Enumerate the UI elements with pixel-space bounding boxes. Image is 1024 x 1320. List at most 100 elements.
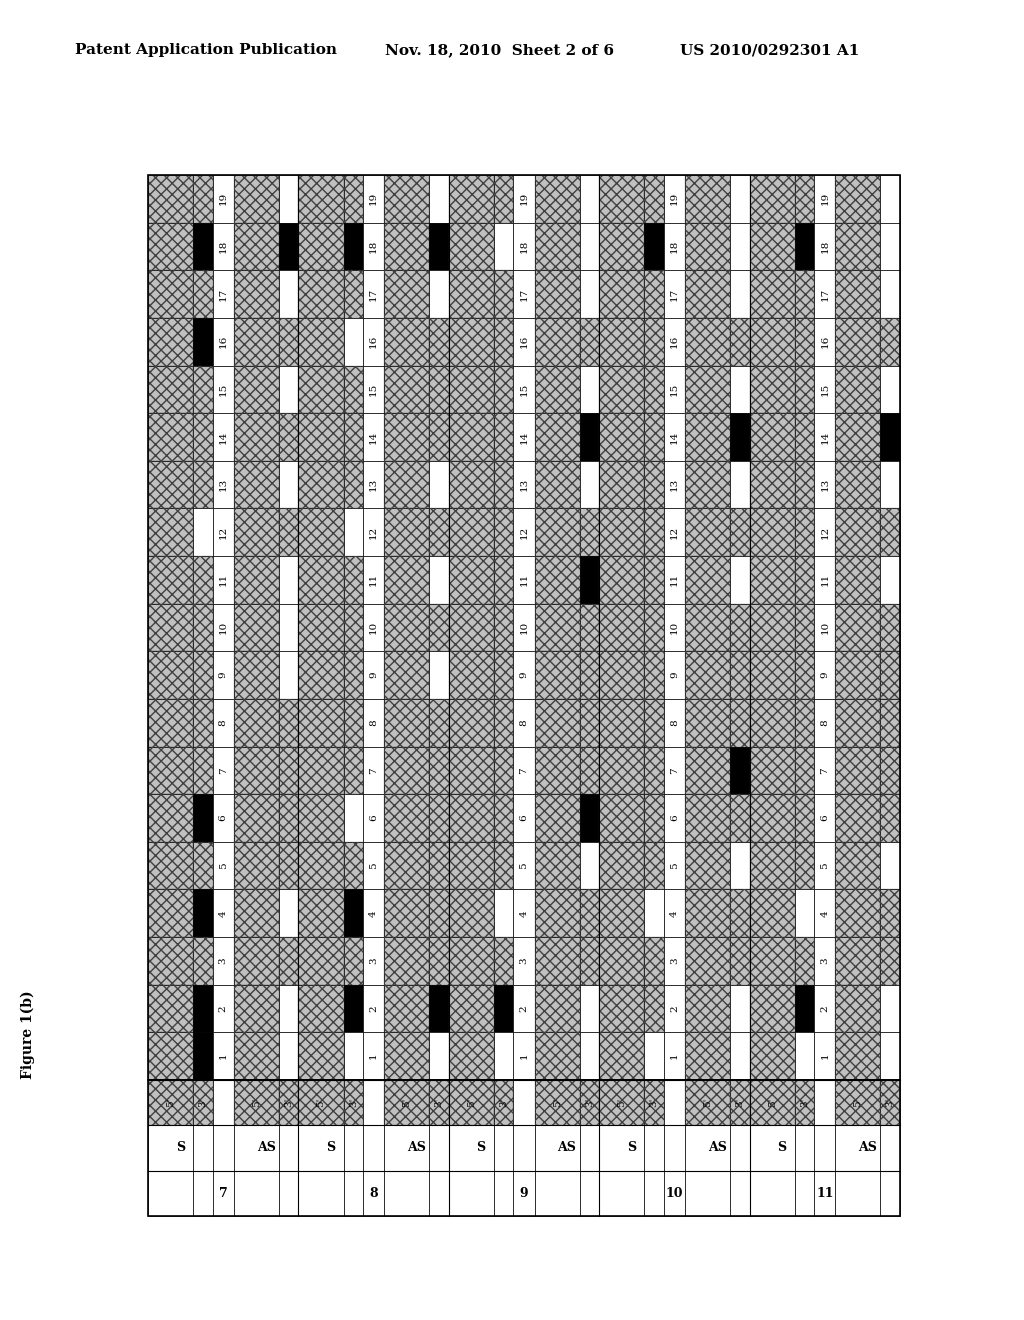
Bar: [644, 985, 664, 1032]
Bar: [644, 176, 664, 223]
Bar: [580, 461, 599, 508]
Bar: [298, 700, 343, 747]
Text: 8: 8: [519, 719, 528, 726]
Bar: [449, 413, 494, 461]
Bar: [599, 700, 644, 747]
Bar: [599, 318, 644, 366]
Bar: [233, 508, 279, 556]
Bar: [664, 842, 685, 890]
Bar: [298, 651, 343, 700]
Bar: [384, 1125, 429, 1171]
Bar: [881, 508, 900, 556]
Bar: [750, 556, 795, 603]
Bar: [194, 985, 213, 1032]
Bar: [384, 842, 429, 890]
Bar: [429, 318, 449, 366]
Text: 17: 17: [519, 288, 528, 301]
Bar: [449, 271, 494, 318]
Bar: [429, 271, 449, 318]
Bar: [881, 842, 900, 890]
Bar: [148, 366, 194, 413]
Bar: [449, 651, 494, 700]
Bar: [730, 795, 750, 842]
Bar: [836, 890, 881, 937]
Bar: [233, 413, 279, 461]
Bar: [148, 508, 194, 556]
Bar: [279, 1080, 298, 1125]
Bar: [644, 318, 664, 366]
Bar: [836, 700, 881, 747]
Bar: [194, 937, 213, 985]
Bar: [599, 700, 644, 747]
Bar: [685, 461, 730, 508]
Bar: [795, 461, 814, 508]
Bar: [194, 1080, 213, 1125]
Bar: [535, 747, 580, 795]
Bar: [580, 1080, 599, 1125]
Text: 11: 11: [369, 573, 378, 586]
Bar: [814, 413, 836, 461]
Bar: [148, 1032, 194, 1080]
Bar: [429, 366, 449, 413]
Bar: [279, 556, 298, 603]
Text: 5: 5: [820, 862, 829, 869]
Bar: [599, 795, 644, 842]
Bar: [233, 985, 279, 1032]
Text: 3': 3': [199, 1098, 208, 1107]
Bar: [881, 937, 900, 985]
Bar: [881, 556, 900, 603]
Text: 10: 10: [820, 620, 829, 634]
Bar: [599, 937, 644, 985]
Bar: [685, 271, 730, 318]
Bar: [384, 176, 429, 223]
Bar: [429, 603, 449, 651]
Bar: [494, 271, 513, 318]
Bar: [213, 842, 233, 890]
Bar: [644, 461, 664, 508]
Bar: [233, 1032, 279, 1080]
Bar: [148, 603, 194, 651]
Bar: [730, 937, 750, 985]
Bar: [233, 747, 279, 795]
Text: 15: 15: [219, 383, 227, 396]
Bar: [795, 176, 814, 223]
Bar: [364, 223, 384, 271]
Bar: [279, 223, 298, 271]
Bar: [148, 223, 194, 271]
Bar: [194, 176, 213, 223]
Bar: [836, 1032, 881, 1080]
Bar: [535, 318, 580, 366]
Bar: [513, 795, 535, 842]
Bar: [814, 700, 836, 747]
Bar: [148, 176, 900, 1080]
Bar: [750, 508, 795, 556]
Text: US 2010/0292301 A1: US 2010/0292301 A1: [680, 44, 859, 57]
Bar: [429, 1171, 449, 1216]
Bar: [750, 1125, 795, 1171]
Bar: [644, 366, 664, 413]
Bar: [599, 413, 644, 461]
Bar: [535, 1032, 580, 1080]
Bar: [599, 1125, 644, 1171]
Bar: [148, 271, 194, 318]
Bar: [194, 937, 213, 985]
Bar: [449, 556, 494, 603]
Text: 3': 3': [800, 1098, 809, 1107]
Bar: [364, 890, 384, 937]
Bar: [364, 795, 384, 842]
Bar: [513, 413, 535, 461]
Bar: [449, 795, 494, 842]
Bar: [494, 890, 513, 937]
Bar: [535, 985, 580, 1032]
Text: 12: 12: [670, 525, 679, 539]
Text: 18: 18: [219, 240, 227, 253]
Bar: [194, 413, 213, 461]
Bar: [750, 271, 795, 318]
Bar: [881, 700, 900, 747]
Bar: [298, 176, 343, 223]
Text: 6: 6: [519, 814, 528, 821]
Bar: [233, 223, 279, 271]
Bar: [279, 271, 298, 318]
Bar: [795, 318, 814, 366]
Bar: [535, 700, 580, 747]
